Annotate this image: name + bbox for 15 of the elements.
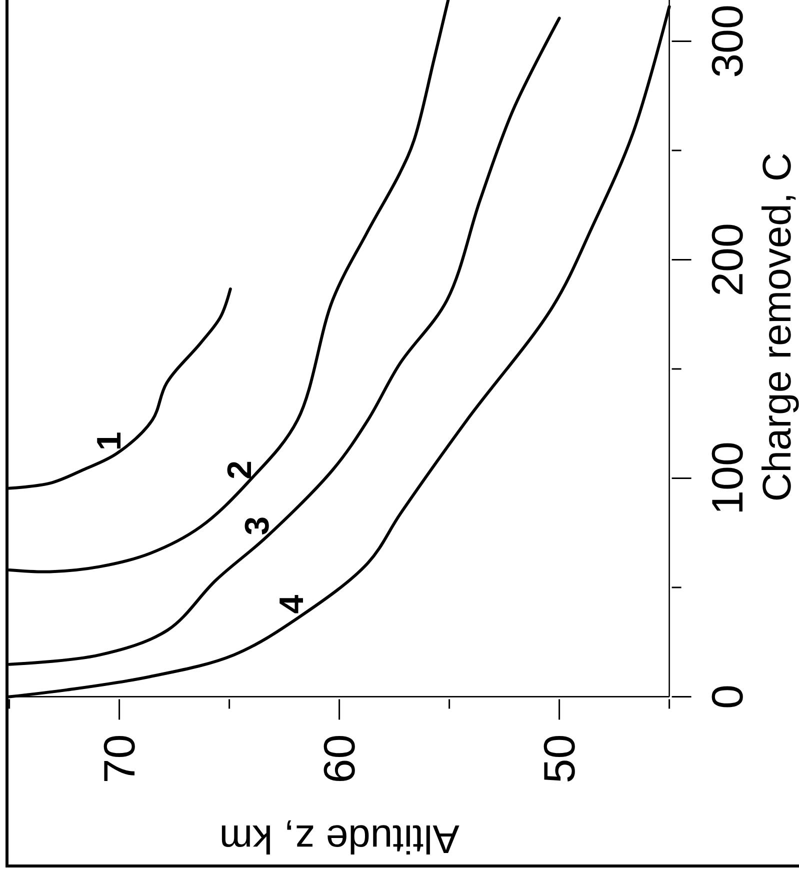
x-axis-title: Altitude z, km bbox=[219, 816, 460, 861]
x-tick-label: 50 bbox=[536, 734, 585, 784]
text: 4 bbox=[273, 594, 312, 614]
text: 1 bbox=[90, 432, 128, 451]
y-tick-label: 0 bbox=[704, 684, 753, 709]
x-tick-label: 70 bbox=[96, 734, 145, 784]
line-series bbox=[8, 0, 450, 574]
y-tick-label: 300 bbox=[704, 4, 753, 78]
y-tick-label: 200 bbox=[704, 222, 753, 296]
y-axis-title: Charge removed, C bbox=[755, 152, 799, 502]
text: 3 bbox=[238, 516, 276, 536]
x-tick-label: 60 bbox=[316, 734, 365, 784]
line-series bbox=[8, 16, 561, 666]
text: 2 bbox=[220, 460, 259, 480]
y-tick-label: 100 bbox=[704, 441, 753, 515]
